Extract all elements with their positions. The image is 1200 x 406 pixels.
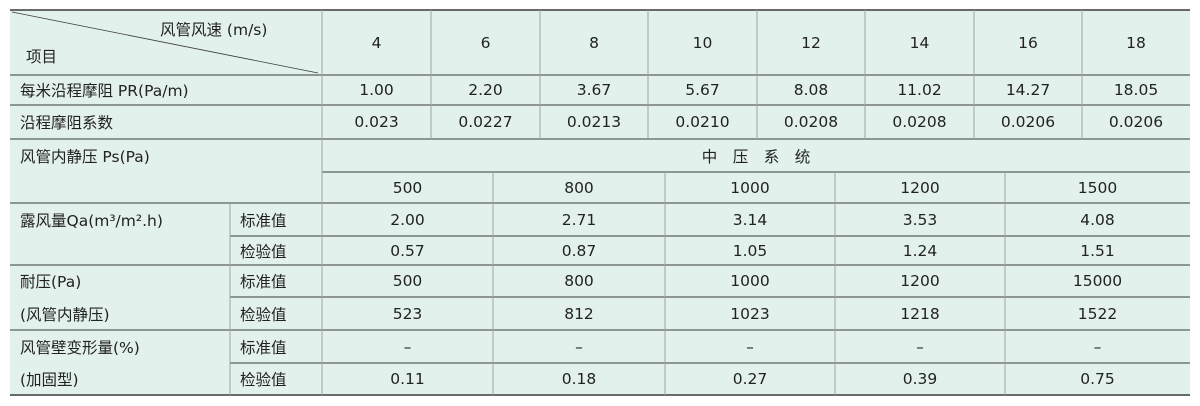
value-cell: 1.00 — [359, 81, 394, 99]
pressure-cell: 800 — [564, 178, 594, 197]
value-cell: 18.05 — [1113, 81, 1159, 99]
value-cell: 1023 — [730, 304, 770, 323]
value-cell: 8.08 — [793, 81, 829, 99]
value-cell: – — [916, 337, 924, 356]
value-cell: 500 — [392, 272, 423, 290]
pressure-cell: 500 — [392, 178, 423, 197]
value-cell: 2.71 — [561, 210, 597, 229]
speed-header: 10 — [692, 33, 713, 52]
pressure-cell: 1200 — [900, 178, 940, 197]
value-cell: 1218 — [900, 304, 940, 323]
sub-label: 标准值 — [240, 211, 287, 230]
value-cell: 0.023 — [354, 113, 399, 131]
value-cell: – — [575, 337, 583, 356]
value-cell: 0.39 — [902, 370, 938, 388]
value-cell: 1522 — [1077, 304, 1118, 323]
value-cell: 0.57 — [390, 241, 425, 260]
group-label: 耐压(Pa) — [20, 273, 82, 291]
group-label: (加固型) — [20, 371, 79, 389]
sub-label: 检验值 — [240, 371, 287, 389]
speed-header: 4 — [371, 33, 382, 52]
value-cell: 2.00 — [390, 210, 425, 229]
value-cell: 1200 — [900, 272, 940, 290]
value-cell: 15000 — [1072, 272, 1123, 290]
value-cell: 14.27 — [1005, 81, 1051, 99]
group-label: 风管壁变形量(%) — [20, 338, 140, 357]
value-cell: 3.53 — [902, 210, 938, 229]
sub-label: 标准值 — [240, 273, 287, 291]
value-cell: 5.67 — [685, 81, 720, 99]
value-cell: 0.0208 — [892, 113, 947, 131]
value-cell: 0.0213 — [566, 113, 622, 131]
header-corner-top: 风管风速 (m/s) — [160, 21, 268, 39]
speed-header: 8 — [589, 33, 599, 52]
sub-label: 检验值 — [240, 242, 287, 261]
value-cell: – — [746, 337, 754, 356]
value-cell: 0.0206 — [1108, 113, 1164, 131]
pressure-cell: 1000 — [730, 178, 770, 197]
value-cell: 0.0210 — [675, 113, 730, 131]
value-cell: 1000 — [730, 272, 770, 290]
value-cell: 812 — [564, 304, 594, 323]
header-corner-bottom: 项目 — [26, 48, 58, 66]
speed-header: 14 — [909, 33, 930, 52]
speed-header: 6 — [480, 33, 491, 52]
pressure-cell: 1500 — [1077, 178, 1118, 197]
value-cell: 0.0208 — [783, 113, 839, 131]
value-cell: 1.51 — [1080, 241, 1115, 260]
sub-label: 检验值 — [240, 305, 287, 324]
value-cell: 2.20 — [468, 81, 503, 99]
row-label: 每米沿程摩阻 PR(Pa/m) — [20, 82, 189, 100]
value-cell: 523 — [392, 304, 423, 323]
value-cell: 0.11 — [390, 370, 425, 388]
value-cell: 3.14 — [732, 210, 768, 229]
speed-header: 16 — [1018, 33, 1038, 52]
value-cell: 3.67 — [576, 81, 612, 99]
value-cell: – — [403, 337, 412, 356]
table-rule — [11, 11, 319, 74]
value-cell: 1.24 — [902, 241, 938, 260]
row-label: 风管内静压 Ps(Pa) — [20, 147, 150, 166]
speed-header: 12 — [801, 33, 821, 52]
value-cell: 0.75 — [1080, 370, 1115, 388]
value-cell: 800 — [564, 272, 594, 290]
value-cell: 1.05 — [732, 241, 768, 260]
value-cell: 0.87 — [561, 241, 597, 260]
sub-label: 标准值 — [240, 338, 287, 357]
value-cell: 11.02 — [897, 81, 942, 99]
row-label: 沿程摩阻系数 — [20, 114, 114, 132]
value-cell: 0.0227 — [458, 113, 513, 131]
value-cell: 0.27 — [732, 370, 768, 388]
system-label: 中 压 系 统 — [701, 147, 811, 166]
value-cell: 4.08 — [1080, 210, 1115, 229]
speed-header: 18 — [1126, 33, 1146, 52]
value-cell: 0.18 — [561, 370, 597, 388]
group-label: (风管内静压) — [20, 305, 110, 324]
value-cell: 0.0206 — [1000, 113, 1056, 131]
group-label: 露风量Qa(m³/m².h) — [20, 211, 163, 230]
value-cell: – — [1093, 337, 1102, 356]
